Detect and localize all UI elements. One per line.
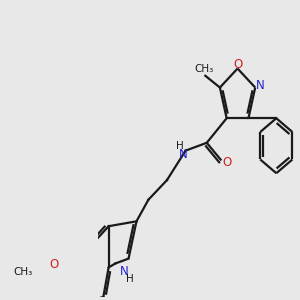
Text: O: O	[233, 58, 242, 71]
Text: CH₃: CH₃	[194, 64, 214, 74]
Text: N: N	[178, 148, 187, 161]
Text: H: H	[176, 141, 184, 151]
Text: O: O	[50, 258, 59, 271]
Text: CH₃: CH₃	[14, 267, 33, 277]
Text: N: N	[256, 79, 264, 92]
Text: O: O	[222, 156, 231, 169]
Text: H: H	[126, 274, 134, 284]
Text: N: N	[120, 265, 129, 278]
